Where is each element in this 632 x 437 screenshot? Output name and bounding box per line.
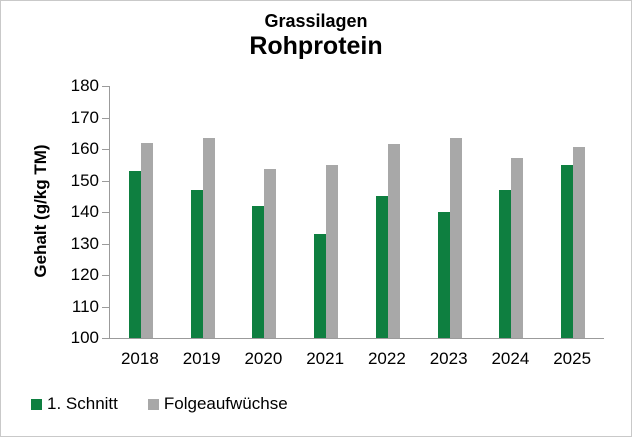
y-tick-label-100: 100 [70, 328, 99, 347]
bar-folgeaufw-chse-2018 [140, 142, 153, 338]
y-tick-110 [102, 306, 109, 308]
y-tick-label-130: 130 [70, 233, 99, 253]
legend-item-1-schnitt: 1. Schnitt [31, 394, 118, 414]
legend-label-folgeaufw-chse: Folgeaufwüchse [163, 394, 288, 413]
y-tick-130 [102, 243, 109, 245]
legend-label-1-schnitt: 1. Schnitt [47, 394, 118, 413]
x-tick-label-2024: 2024 [491, 349, 530, 368]
plot-area [102, 86, 604, 339]
y-tick-100 [102, 338, 109, 339]
y-axis-title: Gehalt (g/kg TM) [31, 144, 50, 278]
bar-1-schnitt-2021 [314, 234, 327, 338]
x-tick-label-2022: 2022 [367, 349, 406, 368]
y-tick-label-150: 150 [70, 170, 99, 190]
legend-swatch-1-schnitt [31, 398, 42, 410]
x-tick-label-2023: 2023 [429, 349, 468, 368]
x-tick-label-2025: 2025 [553, 349, 592, 368]
y-tick-label-140: 140 [70, 202, 99, 221]
legend-swatch-folgeaufw-chse [147, 398, 159, 410]
y-tick-label-180: 180 [70, 76, 99, 95]
y-tick-label-120: 120 [70, 265, 99, 284]
bar-folgeaufw-chse-2024 [511, 158, 524, 338]
bar-1-schnitt-2024 [499, 189, 512, 338]
chart-title-line2: Rohprotein [249, 31, 383, 60]
y-tick-label-170: 170 [70, 107, 99, 127]
bar-1-schnitt-2023 [437, 212, 450, 338]
bar-folgeaufw-chse-2023 [449, 137, 462, 338]
y-tick-170 [102, 117, 109, 119]
chart-title-block: Grassilagen Rohprotein [1, 11, 631, 60]
x-tick-label-2019: 2019 [182, 349, 221, 368]
y-tick-120 [102, 275, 109, 276]
bar-folgeaufw-chse-2025 [573, 147, 586, 338]
x-tick-label-2020: 2020 [244, 349, 283, 368]
y-tick-160 [102, 149, 109, 150]
x-tick-label-2018: 2018 [120, 349, 159, 368]
chart-title-line1: Grassilagen [264, 11, 368, 31]
bar-1-schnitt-2019 [190, 189, 203, 338]
y-tick-140 [102, 212, 109, 213]
y-tick-180 [102, 86, 109, 87]
bar-1-schnitt-2025 [561, 164, 574, 338]
bar-folgeaufw-chse-2021 [326, 164, 339, 338]
y-tick-label-110: 110 [71, 296, 99, 316]
bar-folgeaufw-chse-2020 [264, 169, 277, 338]
bar-folgeaufw-chse-2022 [387, 144, 400, 338]
legend: 1. Schnitt Folgeaufwüchse [31, 394, 288, 414]
bar-1-schnitt-2022 [375, 196, 388, 338]
bar-1-schnitt-2018 [128, 171, 141, 338]
y-tick-label-160: 160 [70, 139, 99, 158]
legend-item-folgeaufw-chse: Folgeaufwüchse [147, 394, 288, 414]
y-tick-150 [102, 180, 109, 182]
bar-1-schnitt-2020 [252, 205, 265, 338]
bar-folgeaufw-chse-2019 [202, 137, 215, 338]
x-tick-label-2021: 2021 [306, 349, 345, 368]
